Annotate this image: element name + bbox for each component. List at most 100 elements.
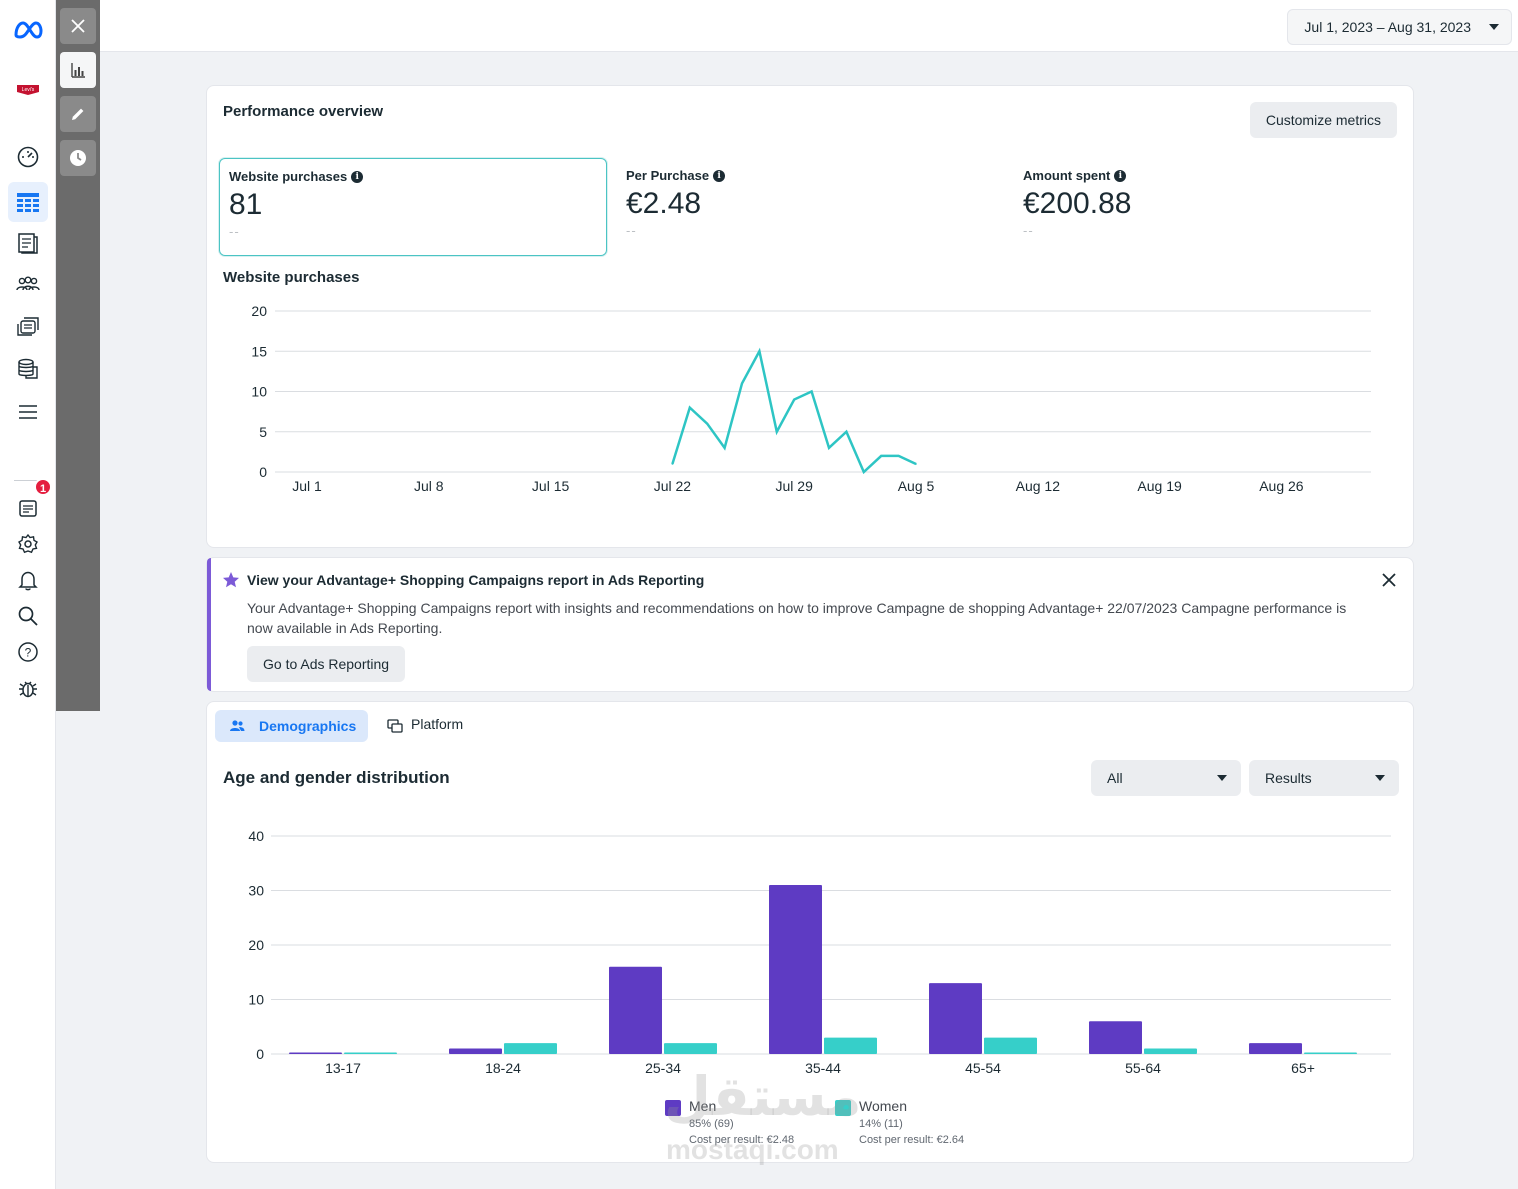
bar-chart-icon[interactable] [60, 52, 96, 88]
help-icon[interactable]: ? [8, 632, 48, 672]
x-tick-label: 35-44 [805, 1060, 841, 1076]
data-point [897, 455, 900, 457]
metric-filter-dropdown[interactable]: Results [1249, 760, 1399, 796]
meta-logo-icon[interactable] [8, 10, 48, 50]
legend-stat: 14% (11) [859, 1118, 903, 1130]
tab-demographics[interactable]: Demographics [215, 710, 369, 742]
y-tick-label: 0 [256, 1046, 264, 1062]
legend-cost-per-result: Cost per result: €2.64 [859, 1134, 965, 1146]
data-point [793, 398, 795, 401]
platform-icon [387, 719, 403, 733]
advantage-banner: View your Advantage+ Shopping Campaigns … [206, 557, 1414, 692]
legend-swatch [835, 1100, 851, 1116]
bar-men [449, 1048, 502, 1054]
data-point [810, 390, 813, 393]
series-line [671, 347, 917, 475]
data-point [741, 382, 743, 385]
data-point [706, 422, 708, 425]
bar-women [504, 1043, 557, 1054]
date-range-select[interactable]: Jul 1, 2023 – Aug 31, 2023 [1287, 9, 1512, 45]
metric-per-purchase[interactable]: Per Purchase i €2.48 -- [617, 158, 1005, 256]
bar-women [344, 1052, 397, 1054]
notifications-icon[interactable] [8, 560, 48, 600]
bar-women [1304, 1052, 1357, 1054]
people-icon [230, 720, 245, 731]
edit-icon[interactable] [60, 96, 96, 132]
legend-cost-per-result: Cost per result: €2.48 [689, 1134, 795, 1146]
menu-icon[interactable] [8, 392, 48, 432]
metric-compare: -- [626, 223, 637, 238]
date-range-value: Jul 1, 2023 – Aug 31, 2023 [1304, 19, 1471, 35]
bar-men [609, 966, 662, 1054]
performance-overview-card: Performance overview Customize metrics W… [206, 85, 1414, 548]
demographics-card: Demographics Platform Age and gender dis… [206, 701, 1414, 1163]
settings-icon[interactable] [8, 524, 48, 564]
x-tick-label: Aug 26 [1259, 478, 1304, 494]
age-gender-title: Age and gender distribution [223, 768, 450, 787]
data-point [845, 430, 848, 433]
bar-women [824, 1037, 877, 1054]
legend-swatch [665, 1100, 681, 1116]
y-tick-label: 40 [248, 828, 264, 844]
dropdown-value: Results [1265, 770, 1312, 786]
legend-women[interactable]: Women 14% (11) Cost per result: €2.64 [835, 1098, 995, 1154]
bar-women [984, 1037, 1037, 1054]
levis-logo-icon[interactable]: Levi's [8, 70, 48, 110]
x-tick-label: Jul 22 [654, 478, 692, 494]
x-tick-label: Aug 19 [1137, 478, 1182, 494]
gender-filter-dropdown[interactable]: All [1091, 760, 1241, 796]
bug-report-icon[interactable] [8, 668, 48, 708]
legend-name: Men [689, 1098, 717, 1114]
performance-title: Performance overview [223, 103, 384, 120]
campaigns-table-icon[interactable] [8, 182, 48, 222]
website-purchases-line-chart: 0 5 10 15 20 Jul 1 Jul 8 Jul 15 Jul 22 Jul 29 Aug … [251, 303, 1371, 494]
tab-platform[interactable]: Platform [367, 708, 475, 740]
x-tick-label: 55-64 [1125, 1060, 1161, 1076]
data-point [776, 430, 778, 433]
y-tick-label: 5 [259, 424, 267, 440]
x-tick-label: Aug 5 [898, 478, 935, 494]
customize-metrics-button[interactable]: Customize metrics [1249, 102, 1397, 138]
y-tick-label: 10 [251, 384, 267, 400]
inbox-icon[interactable]: 1 [8, 478, 52, 528]
x-tick-label: 18-24 [485, 1060, 521, 1076]
svg-text:Levi's: Levi's [22, 87, 35, 93]
y-tick-label: 0 [259, 464, 267, 480]
banner-body: Your Advantage+ Shopping Campaigns repor… [247, 600, 1347, 636]
close-icon[interactable] [60, 8, 96, 44]
legend-men[interactable]: Men 85% (69) Cost per result: €2.48 [665, 1098, 825, 1154]
x-tick-label: Jul 15 [532, 478, 570, 494]
info-icon[interactable]: i [351, 170, 364, 183]
data-point [671, 463, 674, 465]
metric-value: €2.48 [626, 187, 702, 220]
tab-label: Demographics [259, 718, 357, 734]
watermark-latin: mostaqi.com [666, 1134, 839, 1165]
info-icon[interactable]: i [1114, 169, 1127, 182]
metric-amount-spent[interactable]: Amount spent i €200.88 -- [1014, 158, 1402, 256]
top-bar: Jul 1, 2023 – Aug 31, 2023 [100, 0, 1518, 52]
bar-men [289, 1052, 342, 1054]
info-icon[interactable]: i [713, 169, 726, 182]
billing-icon[interactable] [8, 349, 48, 389]
dashboard-gauge-icon[interactable] [8, 137, 48, 177]
close-icon[interactable] [1381, 572, 1397, 588]
y-tick-label: 20 [248, 937, 264, 953]
ads-library-icon[interactable] [8, 307, 48, 347]
history-icon[interactable] [60, 140, 96, 176]
x-tick-label: Jul 29 [776, 478, 814, 494]
bar-women [664, 1043, 717, 1054]
tab-label: Platform [411, 716, 464, 732]
x-tick-label: Jul 1 [292, 478, 322, 494]
legend-name: Women [859, 1098, 907, 1114]
chevron-down-icon [1489, 24, 1499, 30]
search-icon[interactable] [8, 596, 48, 636]
pages-icon[interactable] [8, 223, 48, 263]
audiences-icon[interactable] [8, 265, 48, 305]
go-to-ads-reporting-button[interactable]: Go to Ads Reporting [247, 646, 406, 682]
data-point [828, 447, 830, 449]
metric-website-purchases[interactable]: Website purchases i 81 -- [219, 158, 607, 256]
watermark-arabic: مستقل [664, 1065, 862, 1128]
metric-label: Website purchases [229, 169, 348, 184]
banner-accent [207, 558, 211, 691]
y-tick-label: 10 [248, 992, 264, 1008]
